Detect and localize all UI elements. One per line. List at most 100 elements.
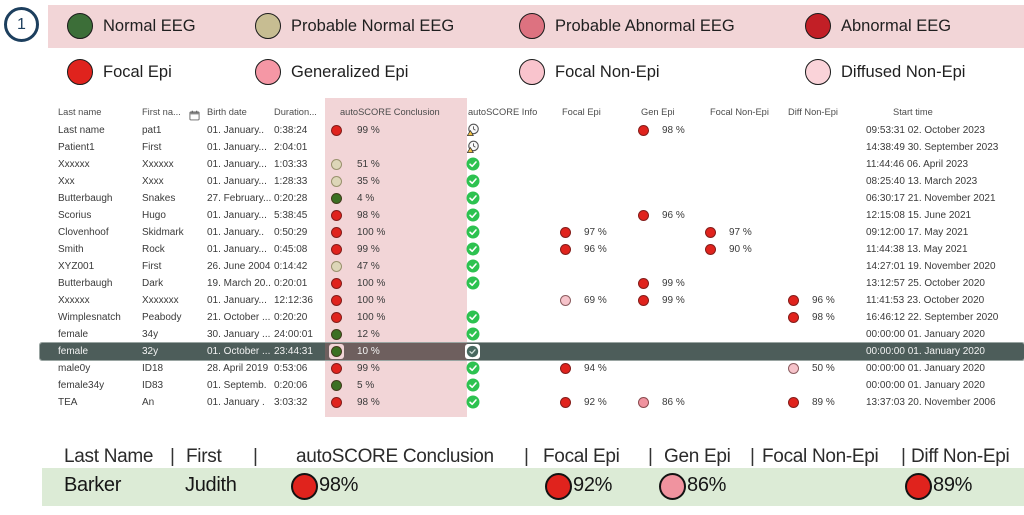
cell-first-name: 32y bbox=[142, 346, 159, 357]
cell-first-name: 34y bbox=[142, 329, 159, 340]
cell-first-name: Xxxxxx bbox=[142, 159, 174, 170]
table-row[interactable]: Xxxxxx Xxxxxx 01. January... 1:03:33 11:44:4… bbox=[40, 156, 1024, 173]
table-row[interactable]: female 34y 30. January ... 24:00:01 00:00:00… bbox=[40, 326, 1024, 343]
score-percent: 97 % bbox=[584, 227, 607, 238]
table-row[interactable]: female 32y 01. October ... 23:44:31 00:00:00… bbox=[39, 342, 1024, 361]
table-row[interactable]: Wimplesnatch Peabody 21. October ... 0:20:2… bbox=[40, 309, 1024, 326]
cell-duration: 0:20:28 bbox=[274, 193, 308, 204]
cell-last-name: Xxx bbox=[58, 176, 75, 187]
cell-start-time: 06:30:17 21. November 2021 bbox=[866, 193, 996, 204]
table-row[interactable]: female34y ID83 01. Septemb. 0:20:06 00:00:00… bbox=[40, 377, 1024, 394]
cell-start-time: 13:37:03 20. November 2006 bbox=[866, 397, 996, 408]
gen-epi-dot-icon bbox=[638, 125, 649, 136]
score-percent: 86 % bbox=[662, 397, 685, 408]
conclusion-column-highlight bbox=[325, 98, 467, 417]
column-header-duration[interactable]: Duration... bbox=[274, 107, 317, 117]
warning-clock-icon bbox=[466, 123, 480, 137]
cell-last-name: Clovenhoof bbox=[58, 227, 109, 238]
legend-color-dot-icon bbox=[67, 59, 93, 85]
conclusion-dot-chip bbox=[329, 344, 344, 359]
cell-duration: 24:00:01 bbox=[274, 329, 313, 340]
check-icon bbox=[466, 378, 480, 392]
summary-focal-epi-dot-icon bbox=[545, 473, 572, 500]
legend-item: Normal EEG bbox=[67, 12, 196, 40]
column-header-start[interactable]: Start time bbox=[893, 107, 933, 117]
cell-birth-date: 27. February... bbox=[207, 193, 272, 204]
table-row[interactable]: Butterbaugh Snakes 27. February... 0:20:28 0… bbox=[40, 190, 1024, 207]
table-row[interactable]: Xxx Xxxx 01. January... 1:28:33 08:25:40 13.… bbox=[40, 173, 1024, 190]
summary-header-3: Focal Epi bbox=[543, 446, 620, 467]
cell-start-time: 00:00:00 01. January 2020 bbox=[866, 380, 985, 391]
summary-separator: | bbox=[901, 446, 906, 467]
summary-gen-epi-percent: 86% bbox=[687, 474, 727, 496]
cell-start-time: 11:44:38 13. May 2021 bbox=[866, 244, 968, 255]
diff-non-epi-dot-icon bbox=[788, 312, 799, 323]
focal-epi-dot-icon bbox=[560, 363, 571, 374]
legend-item: Probable Abnormal EEG bbox=[519, 12, 735, 40]
column-header-last[interactable]: Last name bbox=[58, 107, 102, 117]
score-percent: 97 % bbox=[729, 227, 752, 238]
column-header-focal[interactable]: Focal Epi bbox=[562, 107, 601, 117]
column-header-dne[interactable]: Diff Non-Epi bbox=[788, 107, 838, 117]
legend-label: Diffused Non-Epi bbox=[841, 62, 966, 81]
table-row[interactable]: Xxxxxx Xxxxxxx 01. January... 12:12:36 11:41… bbox=[40, 292, 1024, 309]
table-row[interactable]: male0y ID18 28. April 2019 0:53:06 00:00:00 … bbox=[40, 360, 1024, 377]
summary-header-1: First bbox=[186, 446, 222, 467]
cell-duration: 0:45:08 bbox=[274, 244, 308, 255]
cell-last-name: Xxxxxx bbox=[58, 295, 90, 306]
legend-color-dot-icon bbox=[805, 13, 831, 39]
conclusion-dot-icon bbox=[331, 193, 342, 204]
table-row[interactable]: Patient1 First 01. January... 2:04:01 14:38:… bbox=[40, 139, 1024, 156]
table-row[interactable]: XYZ001 First 26. June 2004 0:14:42 14:27:01 … bbox=[40, 258, 1024, 275]
check-icon bbox=[466, 259, 480, 273]
summary-last-name: Barker bbox=[64, 474, 122, 496]
column-header-conclusion[interactable]: autoSCORE Conclusion bbox=[340, 107, 440, 117]
cell-last-name: Last name bbox=[58, 125, 105, 136]
legend-label: Abnormal EEG bbox=[841, 16, 952, 35]
score-percent: 98 % bbox=[357, 210, 380, 221]
summary-separator: | bbox=[170, 446, 175, 467]
cell-birth-date: 30. January ... bbox=[207, 329, 271, 340]
column-header-fne[interactable]: Focal Non-Epi bbox=[710, 107, 769, 117]
cell-start-time: 13:12:57 25. October 2020 bbox=[866, 278, 985, 289]
score-percent: 99 % bbox=[357, 125, 380, 136]
cell-last-name: Butterbaugh bbox=[58, 278, 113, 289]
cell-first-name: Rock bbox=[142, 244, 165, 255]
table-row[interactable]: Butterbaugh Dark 19. March 20.. 0:20:01 13:1… bbox=[40, 275, 1024, 292]
cell-start-time: 00:00:00 01. January 2020 bbox=[866, 329, 985, 340]
score-percent: 92 % bbox=[584, 397, 607, 408]
score-percent: 4 % bbox=[357, 193, 375, 204]
table-row[interactable]: Scorius Hugo 01. January... 5:38:45 12:15:08… bbox=[40, 207, 1024, 224]
score-percent: 96 % bbox=[584, 244, 607, 255]
cell-start-time: 16:46:12 22. September 2020 bbox=[866, 312, 999, 323]
score-percent: 5 % bbox=[357, 380, 375, 391]
cell-birth-date: 01. January... bbox=[207, 176, 267, 187]
summary-header-0: Last Name bbox=[64, 446, 154, 467]
legend-item: Generalized Epi bbox=[255, 58, 408, 86]
column-header-gen[interactable]: Gen Epi bbox=[641, 107, 675, 117]
summary-diff-non-epi-dot-icon bbox=[905, 473, 932, 500]
table-row[interactable]: Last name pat1 01. January.. 0:38:24 09:53:3… bbox=[40, 122, 1024, 139]
cell-duration: 0:53:06 bbox=[274, 363, 308, 374]
table-row[interactable]: Clovenhoof Skidmark 01. January.. 0:50:29 09… bbox=[40, 224, 1024, 241]
cell-birth-date: 01. January... bbox=[207, 295, 267, 306]
column-header-info[interactable]: autoSCORE Info bbox=[468, 107, 538, 117]
cell-last-name: Butterbaugh bbox=[58, 193, 113, 204]
cell-first-name: Xxxx bbox=[142, 176, 164, 187]
table-row[interactable]: Smith Rock 01. January... 0:45:08 11:44:38 1… bbox=[40, 241, 1024, 258]
legend-color-dot-icon bbox=[519, 59, 545, 85]
legend-color-dot-icon bbox=[255, 59, 281, 85]
legend-label: Probable Normal EEG bbox=[291, 16, 455, 35]
table-row[interactable]: TEA An 01. January . 3:03:32 13:37:03 20. No… bbox=[40, 394, 1024, 411]
score-percent: 94 % bbox=[584, 363, 607, 374]
check-icon bbox=[466, 225, 480, 239]
summary-conclusion-dot-icon bbox=[291, 473, 318, 500]
column-header-first[interactable]: First na... bbox=[142, 107, 181, 117]
column-header-birth[interactable]: Birth date bbox=[207, 107, 247, 117]
cell-first-name: Snakes bbox=[142, 193, 176, 204]
cell-birth-date: 01. January... bbox=[207, 210, 267, 221]
score-percent: 35 % bbox=[357, 176, 380, 187]
conclusion-dot-icon bbox=[331, 295, 342, 306]
score-percent: 98 % bbox=[812, 312, 835, 323]
